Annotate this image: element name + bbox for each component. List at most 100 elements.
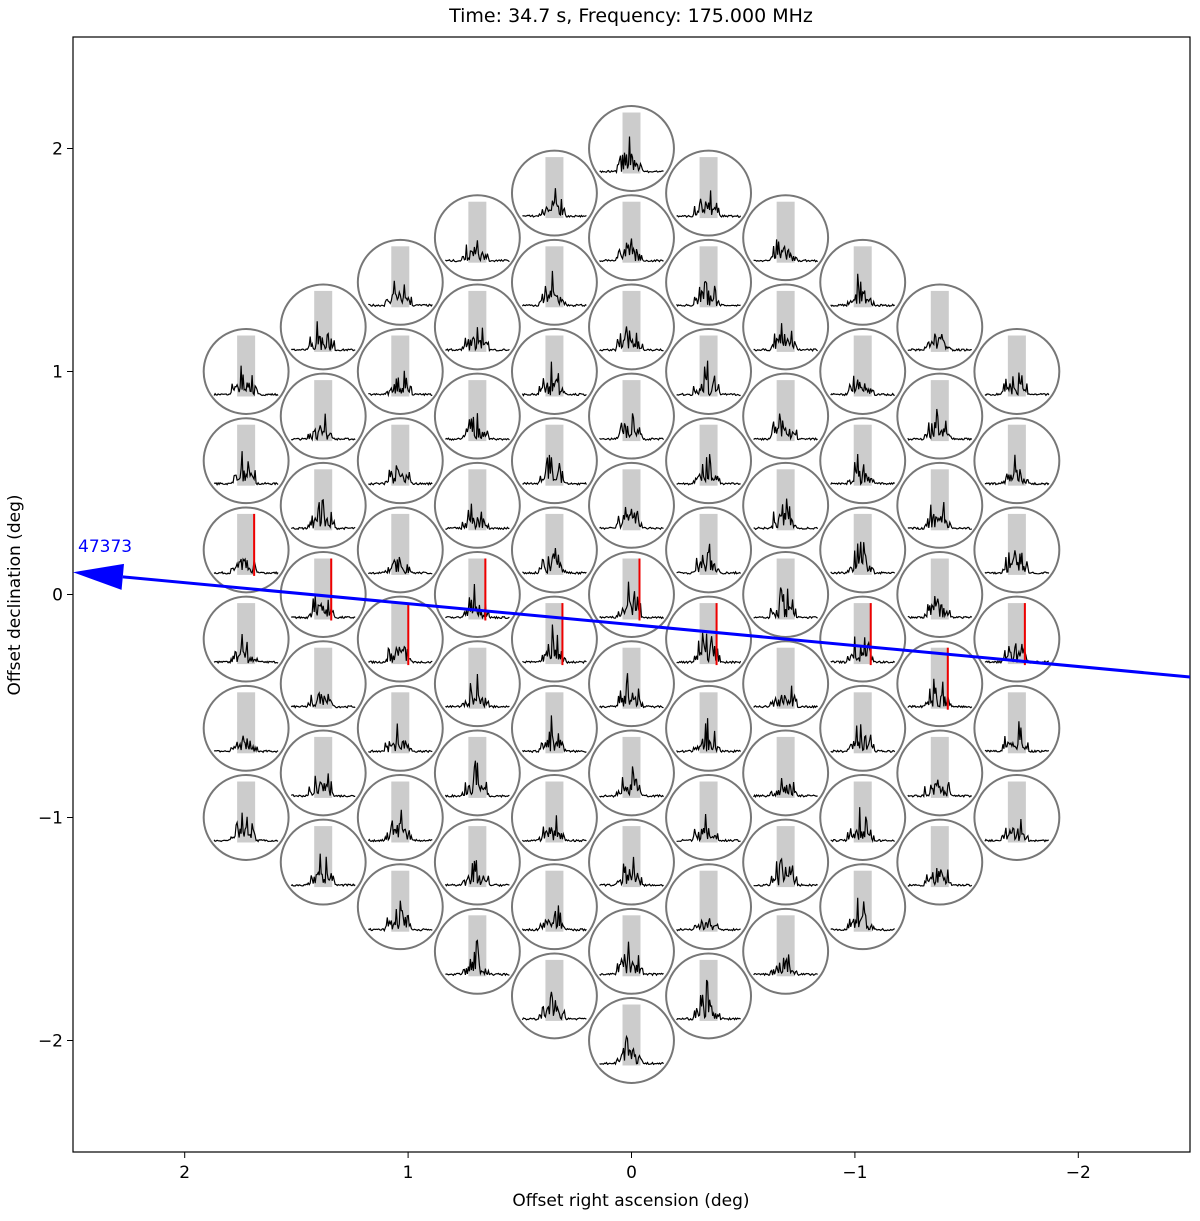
spectrum bbox=[290, 853, 356, 888]
band bbox=[391, 513, 410, 575]
spectrum bbox=[290, 498, 356, 531]
band bbox=[622, 826, 641, 888]
spectrum bbox=[830, 897, 895, 932]
spectrum bbox=[907, 779, 973, 799]
band bbox=[776, 201, 795, 263]
spectrum bbox=[213, 633, 279, 665]
spectrum bbox=[522, 188, 587, 218]
y-tick-label: 2 bbox=[52, 140, 63, 160]
spectrum bbox=[445, 413, 510, 441]
spectrum bbox=[907, 333, 972, 352]
spectrum bbox=[522, 547, 587, 575]
band bbox=[699, 781, 718, 843]
track-label: 47373 bbox=[78, 537, 132, 557]
spectrum bbox=[830, 375, 895, 397]
spectrum bbox=[445, 673, 510, 709]
spectrum bbox=[984, 454, 1050, 486]
y-tick-label: 0 bbox=[52, 586, 63, 606]
spectrum bbox=[291, 321, 356, 352]
spectrum bbox=[984, 372, 1050, 397]
band bbox=[314, 826, 333, 888]
y-tick-label: −1 bbox=[38, 809, 63, 829]
spectrum bbox=[830, 273, 896, 308]
spectrum bbox=[521, 905, 587, 932]
y-tick-label: 1 bbox=[52, 363, 63, 383]
spectrum bbox=[521, 815, 587, 843]
spectrum bbox=[445, 583, 510, 620]
spectrum bbox=[753, 685, 818, 709]
band bbox=[776, 558, 795, 620]
x-tick-label: −1 bbox=[842, 1163, 867, 1183]
spectrum bbox=[368, 900, 433, 933]
track-arrowhead bbox=[73, 563, 124, 590]
band bbox=[391, 692, 410, 754]
spectrum bbox=[676, 918, 741, 932]
spectrum bbox=[753, 954, 818, 977]
spectrum bbox=[368, 370, 433, 398]
spectrum bbox=[521, 715, 587, 754]
track bbox=[122, 575, 1191, 679]
band bbox=[930, 826, 949, 888]
band bbox=[545, 781, 564, 843]
band bbox=[468, 558, 487, 620]
spectrum bbox=[830, 807, 895, 844]
band bbox=[622, 736, 641, 798]
spectrum bbox=[367, 809, 433, 843]
spectrum bbox=[753, 587, 818, 620]
spectrum bbox=[445, 939, 510, 977]
spectrum bbox=[830, 724, 896, 754]
spectrum bbox=[599, 941, 664, 977]
spectrum bbox=[290, 691, 356, 709]
band bbox=[468, 380, 487, 442]
spectrum bbox=[599, 1034, 664, 1066]
band bbox=[699, 870, 718, 932]
spectrum bbox=[291, 413, 356, 442]
spectrum bbox=[676, 454, 741, 486]
spectrum bbox=[444, 760, 510, 798]
spectrum bbox=[290, 773, 356, 798]
spectrum bbox=[907, 501, 972, 531]
spectrum bbox=[676, 280, 741, 307]
spectrum bbox=[213, 735, 279, 754]
spectrum bbox=[599, 673, 664, 709]
spectrum bbox=[599, 581, 664, 620]
spectrum bbox=[445, 327, 510, 353]
chart-title: Time: 34.7 s, Frequency: 175.000 MHz bbox=[448, 5, 813, 27]
band bbox=[622, 469, 641, 531]
spectrum bbox=[522, 624, 587, 665]
spectrum bbox=[444, 860, 510, 887]
spectrum bbox=[676, 543, 742, 575]
band bbox=[622, 1004, 641, 1066]
spectrum bbox=[599, 326, 664, 352]
spectrum bbox=[213, 812, 279, 843]
band bbox=[468, 201, 487, 263]
spectrum bbox=[984, 818, 1049, 843]
band bbox=[699, 513, 718, 575]
band bbox=[237, 424, 256, 486]
spectrum bbox=[368, 280, 433, 308]
spectrum bbox=[599, 766, 664, 798]
spectrum bbox=[368, 556, 433, 575]
spectrum bbox=[753, 857, 818, 887]
spectrum bbox=[521, 361, 587, 397]
band bbox=[776, 915, 795, 977]
spectrum bbox=[676, 718, 742, 754]
band bbox=[237, 692, 256, 754]
band bbox=[930, 736, 949, 798]
band bbox=[314, 380, 333, 442]
spectrum bbox=[984, 550, 1050, 575]
band bbox=[853, 781, 872, 843]
band bbox=[853, 603, 872, 665]
spectrum bbox=[599, 238, 664, 263]
band bbox=[622, 647, 641, 709]
x-tick-label: 0 bbox=[626, 1163, 637, 1183]
spectrum bbox=[676, 813, 741, 843]
band bbox=[1007, 424, 1026, 486]
spectrum bbox=[753, 323, 818, 353]
band bbox=[314, 558, 333, 620]
x-tick-label: −2 bbox=[1066, 1163, 1091, 1183]
spectrum bbox=[907, 595, 973, 620]
band bbox=[853, 692, 872, 754]
band bbox=[699, 157, 718, 219]
spectrum bbox=[599, 136, 664, 175]
